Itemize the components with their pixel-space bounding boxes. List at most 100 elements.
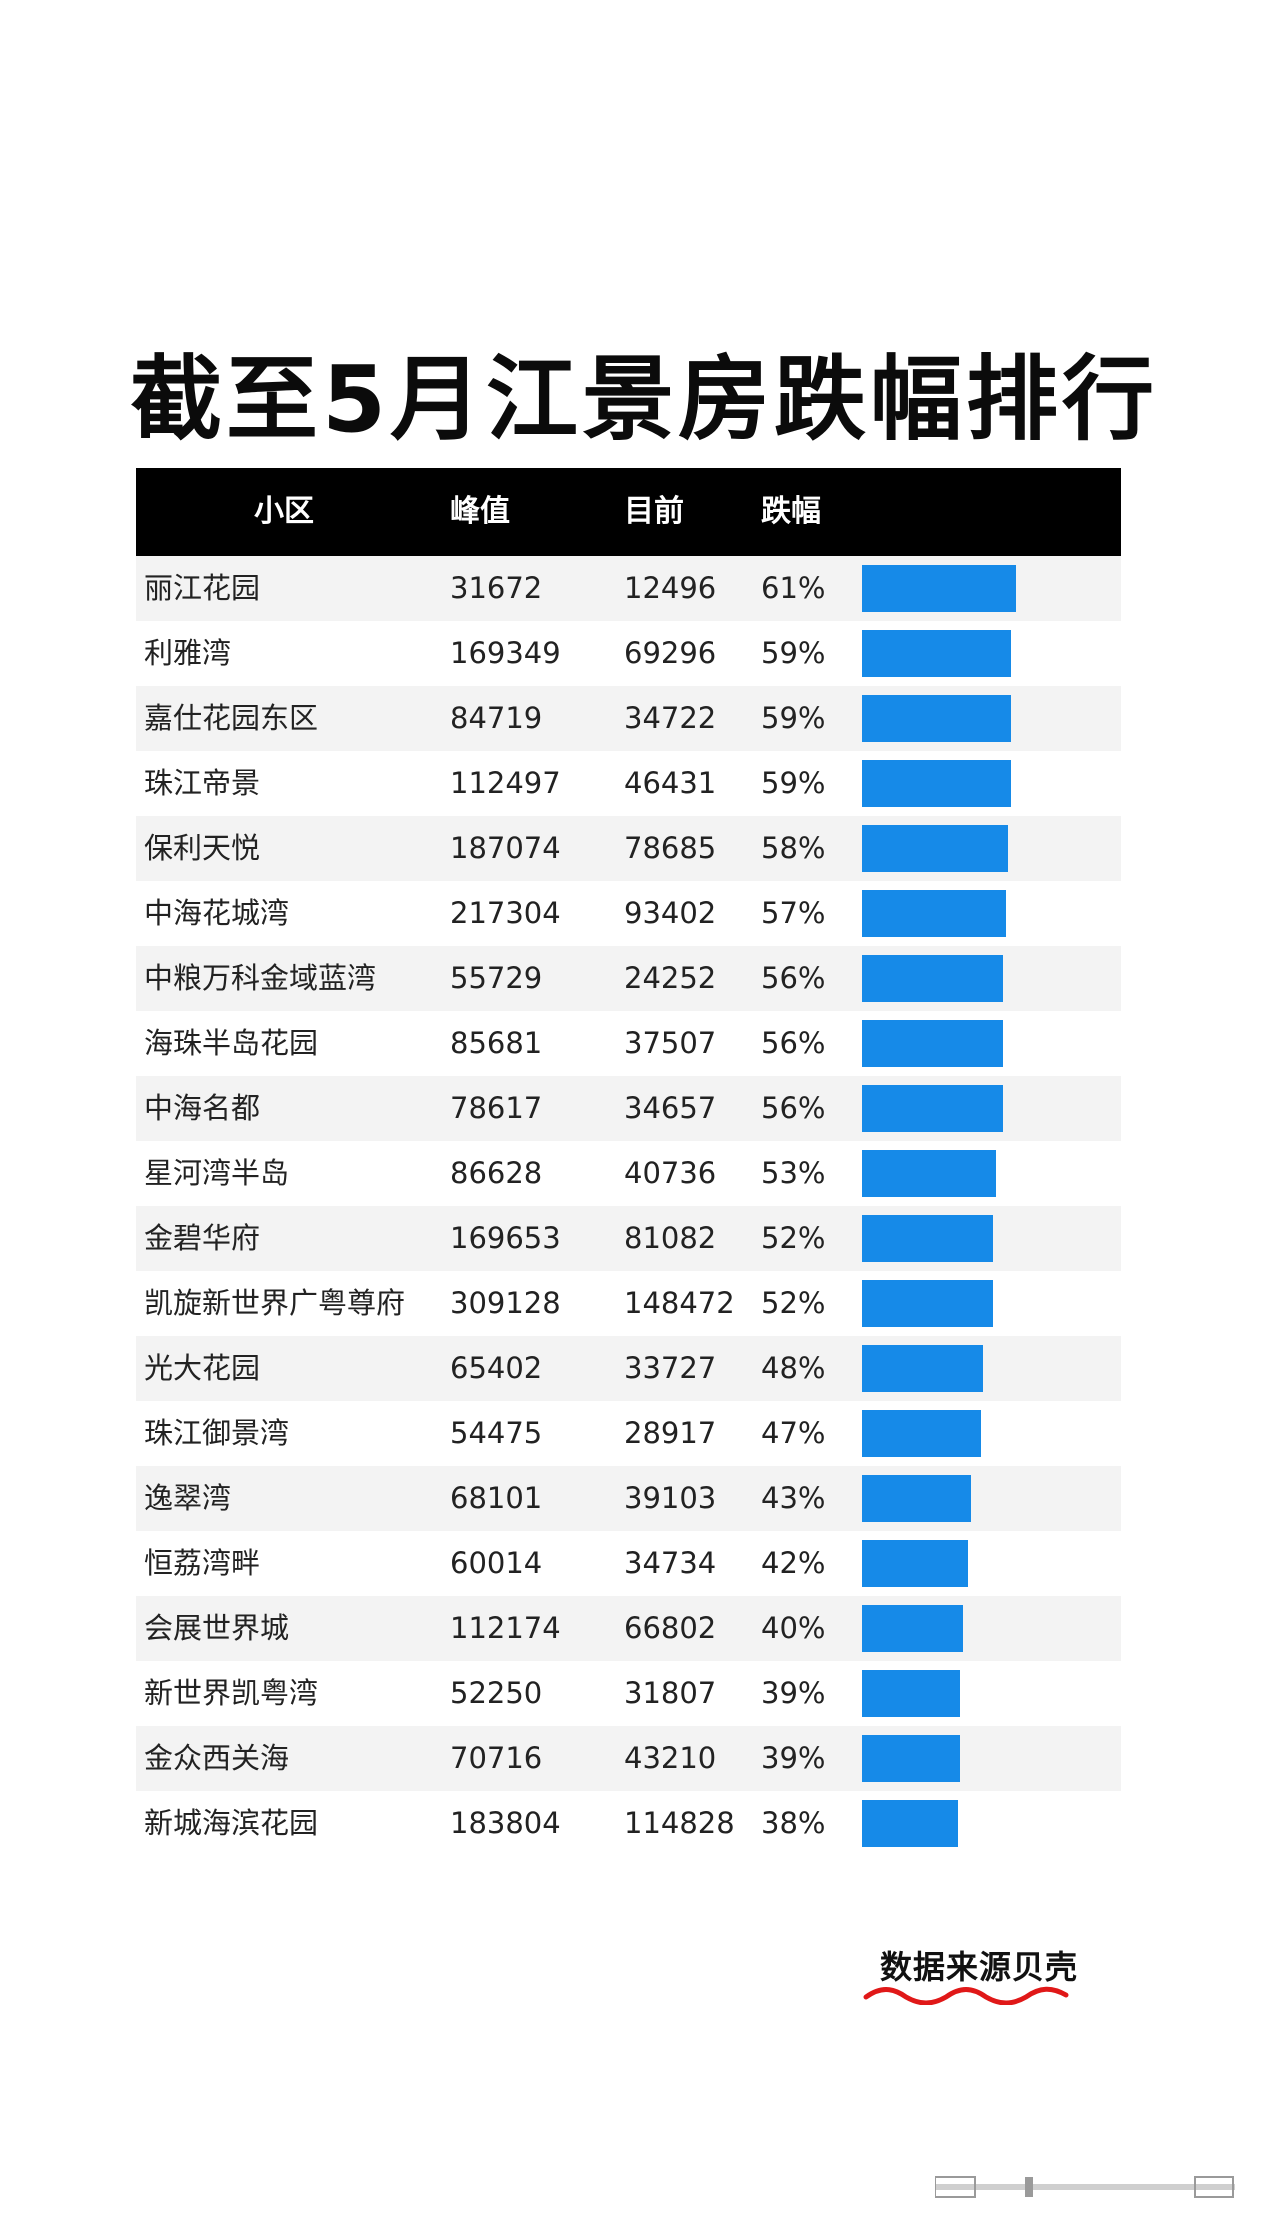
drop-bar: [862, 1020, 1003, 1067]
drop-bar: [862, 1540, 968, 1587]
cell-drop: 59%: [761, 636, 826, 670]
drop-bar: [862, 1670, 960, 1717]
cell-current: 24252: [624, 961, 717, 995]
cell-peak: 31672: [450, 571, 543, 605]
cell-drop: 59%: [761, 766, 826, 800]
cell-name: 会展世界城: [144, 1611, 290, 1645]
cell-name: 丽江花园: [144, 571, 261, 605]
drop-bar: [862, 1410, 981, 1457]
table-row: 金众西关海 70716 43210 39%: [136, 1726, 1121, 1791]
table-row: 海珠半岛花园 85681 37507 56%: [136, 1011, 1121, 1076]
drop-bar: [862, 1475, 971, 1522]
cell-current: 34734: [624, 1546, 717, 1580]
drop-bar: [862, 825, 1008, 872]
cell-drop: 43%: [761, 1481, 826, 1515]
table-row: 中海名都 78617 34657 56%: [136, 1076, 1121, 1141]
source-label: 数据来源贝壳: [880, 1948, 1079, 1986]
cell-name: 珠江御景湾: [144, 1416, 290, 1450]
cell-name: 新城海滨花园: [144, 1806, 319, 1840]
cell-drop: 42%: [761, 1546, 826, 1580]
table-row: 保利天悦 187074 78685 58%: [136, 816, 1121, 881]
cell-drop: 59%: [761, 701, 826, 735]
cell-drop: 61%: [761, 571, 826, 605]
cell-peak: 309128: [450, 1286, 561, 1320]
cell-drop: 48%: [761, 1351, 826, 1385]
cell-name: 金碧华府: [144, 1221, 261, 1255]
table-row: 凯旋新世界广粤尊府 309128 148472 52%: [136, 1271, 1121, 1336]
header-current: 目前: [624, 494, 684, 529]
cell-peak: 169349: [450, 636, 561, 670]
cell-name: 中海花城湾: [144, 896, 290, 930]
cell-name: 珠江帝景: [144, 766, 261, 800]
cell-current: 39103: [624, 1481, 717, 1515]
cell-drop: 57%: [761, 896, 826, 930]
cell-peak: 68101: [450, 1481, 543, 1515]
bottom-decoration: [935, 2176, 1235, 2198]
cell-name: 新世界凯粤湾: [144, 1676, 319, 1710]
header-drop: 跌幅: [761, 494, 821, 529]
wave-path: [863, 1986, 1069, 2005]
drop-bar: [862, 760, 1011, 807]
cell-name: 恒荔湾畔: [144, 1546, 261, 1580]
cell-current: 12496: [624, 571, 717, 605]
cell-current: 148472: [624, 1286, 735, 1320]
cell-peak: 112497: [450, 766, 561, 800]
cell-current: 43210: [624, 1741, 717, 1775]
cell-peak: 86628: [450, 1156, 543, 1190]
cell-peak: 65402: [450, 1351, 543, 1385]
table-row: 会展世界城 112174 66802 40%: [136, 1596, 1121, 1661]
cell-drop: 40%: [761, 1611, 826, 1645]
cell-drop: 52%: [761, 1286, 826, 1320]
table-row: 利雅湾 169349 69296 59%: [136, 621, 1121, 686]
cell-current: 34657: [624, 1091, 717, 1125]
cell-peak: 183804: [450, 1806, 561, 1840]
drop-bar: [862, 565, 1016, 612]
table-row: 中海花城湾 217304 93402 57%: [136, 881, 1121, 946]
cell-drop: 53%: [761, 1156, 826, 1190]
cell-current: 46431: [624, 766, 717, 800]
drop-bar: [862, 1345, 983, 1392]
drop-bar: [862, 890, 1006, 937]
cell-drop: 56%: [761, 1091, 826, 1125]
table-row: 珠江帝景 112497 46431 59%: [136, 751, 1121, 816]
cell-name: 海珠半岛花园: [144, 1026, 319, 1060]
cell-current: 114828: [624, 1806, 735, 1840]
cell-peak: 187074: [450, 831, 561, 865]
cell-drop: 39%: [761, 1741, 826, 1775]
drop-bar: [862, 1735, 960, 1782]
cell-name: 利雅湾: [144, 636, 232, 670]
drop-bar: [862, 1280, 993, 1327]
table-row: 珠江御景湾 54475 28917 47%: [136, 1401, 1121, 1466]
cell-drop: 56%: [761, 1026, 826, 1060]
red-wave-underline: [863, 1986, 1069, 2005]
cell-name: 光大花园: [144, 1351, 261, 1385]
cell-name: 逸翠湾: [144, 1481, 232, 1515]
cell-drop: 56%: [761, 961, 826, 995]
drop-bar: [862, 1215, 993, 1262]
cell-name: 中海名都: [144, 1091, 261, 1125]
cell-peak: 217304: [450, 896, 561, 930]
cell-current: 69296: [624, 636, 717, 670]
table-row: 嘉仕花园东区 84719 34722 59%: [136, 686, 1121, 751]
table-row: 新城海滨花园 183804 114828 38%: [136, 1791, 1121, 1856]
drop-bar: [862, 1085, 1003, 1132]
cell-current: 31807: [624, 1676, 717, 1710]
cell-peak: 78617: [450, 1091, 543, 1125]
cell-current: 78685: [624, 831, 717, 865]
cell-drop: 47%: [761, 1416, 826, 1450]
cell-current: 81082: [624, 1221, 717, 1255]
cell-drop: 58%: [761, 831, 826, 865]
cell-peak: 55729: [450, 961, 543, 995]
cell-drop: 52%: [761, 1221, 826, 1255]
ranking-table: 小区 峰值 目前 跌幅 丽江花园 31672 12496 61% 利雅湾 169349 69…: [136, 468, 1121, 1856]
cell-name: 金众西关海: [144, 1741, 290, 1775]
table-row: 丽江花园 31672 12496 61%: [136, 556, 1121, 621]
table-row: 逸翠湾 68101 39103 43%: [136, 1466, 1121, 1531]
table-header: 小区 峰值 目前 跌幅: [136, 468, 1121, 556]
cell-current: 93402: [624, 896, 717, 930]
table-row: 金碧华府 169653 81082 52%: [136, 1206, 1121, 1271]
drop-bar: [862, 955, 1003, 1002]
table-body: 丽江花园 31672 12496 61% 利雅湾 169349 69296 59% 嘉仕花园东区…: [136, 556, 1121, 1856]
header-name: 小区: [254, 494, 314, 529]
cell-current: 66802: [624, 1611, 717, 1645]
